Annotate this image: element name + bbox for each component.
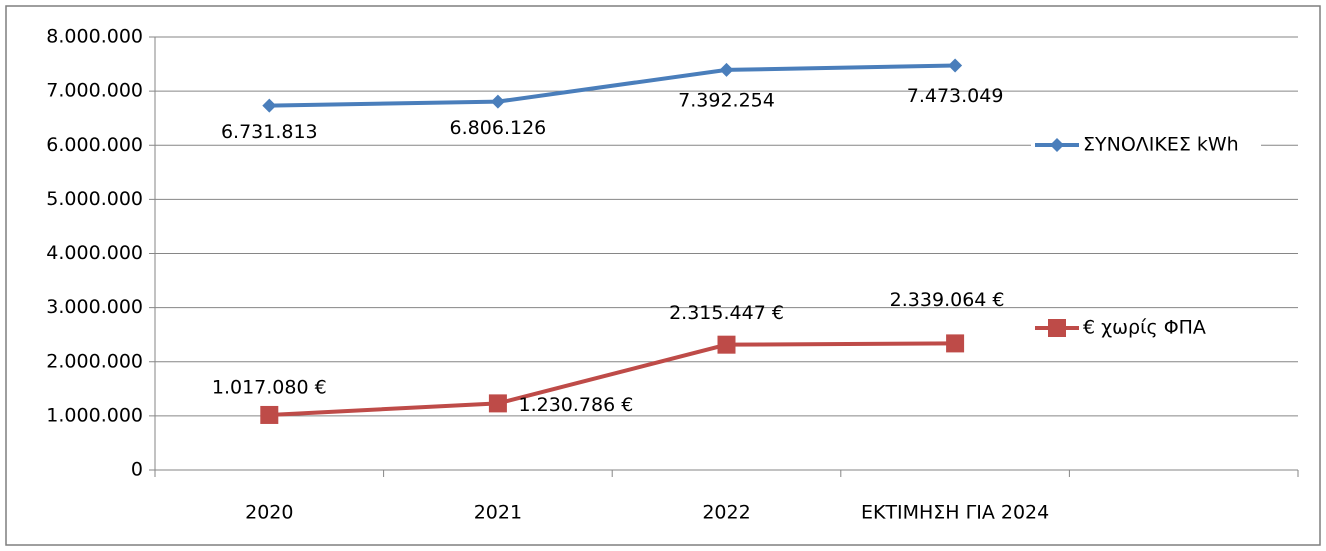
marker bbox=[490, 94, 505, 109]
y-tick-label: 0 bbox=[131, 459, 143, 481]
marker bbox=[946, 334, 965, 353]
legend-marker bbox=[1050, 138, 1064, 152]
marker bbox=[717, 335, 736, 354]
marker bbox=[262, 98, 277, 113]
data-label: 2.339.064 € bbox=[890, 289, 1005, 311]
legend-label: ΣΥΝΟΛΙΚΕΣ kWh bbox=[1083, 134, 1239, 156]
legend-marker bbox=[1048, 319, 1066, 337]
data-label: 6.806.126 bbox=[450, 117, 547, 139]
marker bbox=[719, 62, 734, 77]
series-line bbox=[269, 341, 956, 417]
y-tick-label: 3.000.000 bbox=[46, 296, 143, 318]
data-label: 7.392.254 bbox=[678, 89, 775, 111]
y-tick-label: 4.000.000 bbox=[46, 242, 143, 264]
marker bbox=[948, 58, 963, 73]
legend-label: € χωρίς ΦΠΑ bbox=[1083, 317, 1206, 339]
y-tick-label: 7.000.000 bbox=[46, 80, 143, 102]
chart-border bbox=[5, 5, 1321, 546]
marker bbox=[260, 405, 279, 424]
y-tick-label: 8.000.000 bbox=[46, 26, 143, 48]
x-tick-label: 2021 bbox=[474, 502, 522, 524]
x-tick-label: 2022 bbox=[702, 502, 750, 524]
data-label: 7.473.049 bbox=[907, 85, 1004, 107]
marker bbox=[488, 394, 507, 413]
y-tick-label: 5.000.000 bbox=[46, 188, 143, 210]
series-line bbox=[269, 63, 956, 108]
x-tick-label: 2020 bbox=[245, 502, 293, 524]
y-tick-label: 2.000.000 bbox=[46, 350, 143, 372]
data-label: 1.017.080 € bbox=[212, 376, 327, 398]
y-tick-label: 1.000.000 bbox=[46, 404, 143, 426]
data-label: 1.230.786 € bbox=[518, 394, 633, 416]
x-tick-label: ΕΚΤΙΜΗΣΗ ΓΙΑ 2024 bbox=[861, 502, 1049, 524]
y-tick-label: 6.000.000 bbox=[46, 134, 143, 156]
data-label: 2.315.447 € bbox=[669, 302, 784, 324]
data-label: 6.731.813 bbox=[221, 121, 318, 143]
